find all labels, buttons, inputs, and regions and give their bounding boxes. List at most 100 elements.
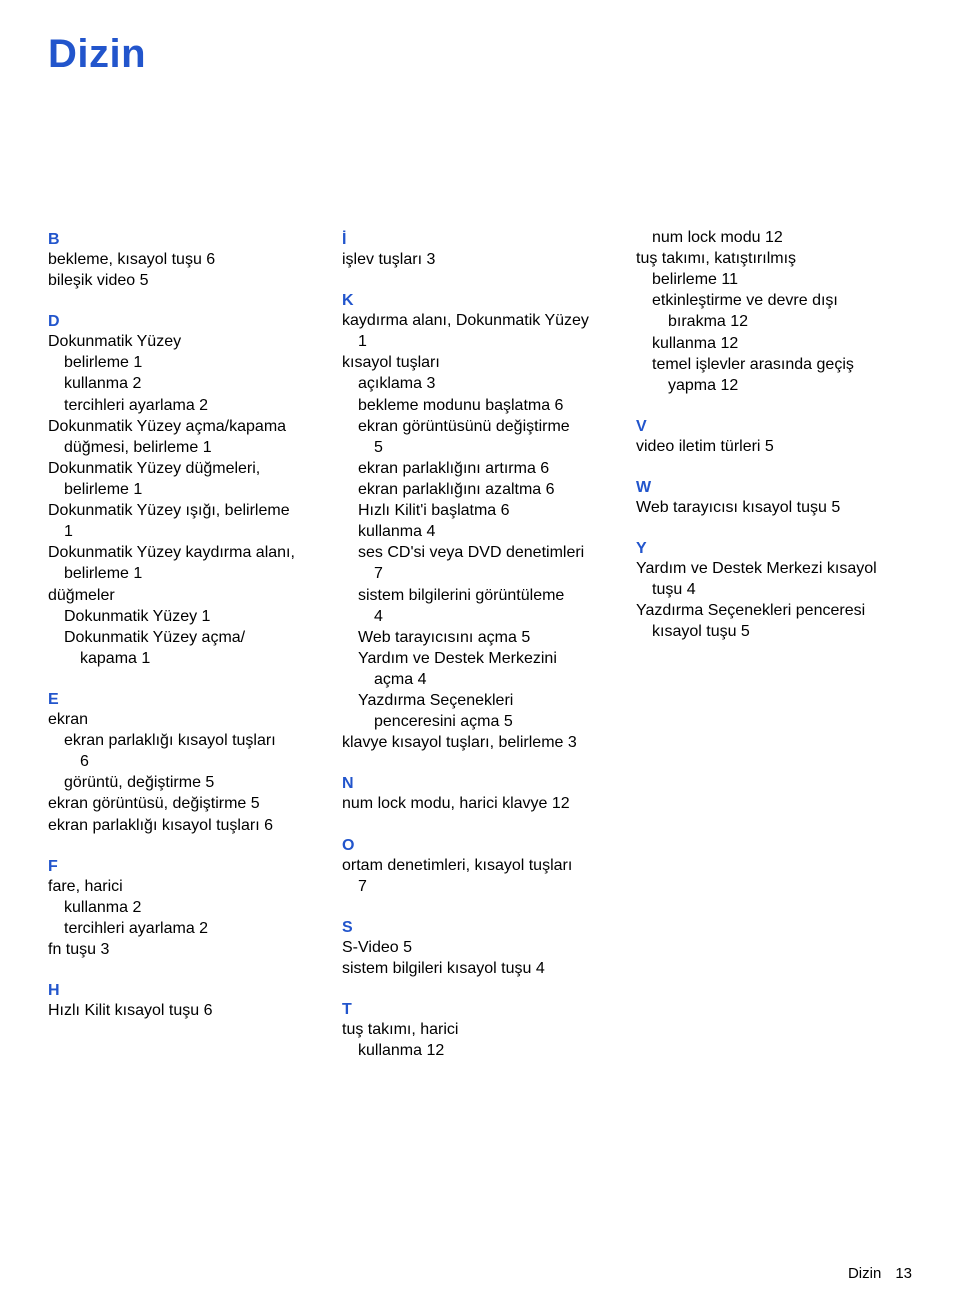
index-entry: Web tarayıcısını açma 5	[342, 627, 618, 648]
index-entry: sistem bilgilerini görüntüleme	[342, 585, 618, 606]
index-entry: belirleme 1	[48, 479, 324, 500]
spacer	[342, 979, 618, 997]
section-letter: D	[48, 313, 324, 331]
section-letter: E	[48, 691, 324, 709]
index-entry: kullanma 12	[342, 1040, 618, 1061]
index-entry: tuş takımı, harici	[342, 1019, 618, 1040]
spacer	[636, 457, 912, 475]
section-letter: B	[48, 231, 324, 249]
index-entry: ses CD'si veya DVD denetimleri	[342, 542, 618, 563]
section-letter: N	[342, 775, 618, 793]
index-entry: Dokunmatik Yüzey açma/kapama	[48, 416, 324, 437]
index-entry: penceresini açma 5	[342, 711, 618, 732]
spacer	[48, 291, 324, 309]
index-entry: ekran görüntüsü, değiştirme 5	[48, 793, 324, 814]
index-entry: Hızlı Kilit kısayol tuşu 6	[48, 1000, 324, 1021]
index-entry: Yardım ve Destek Merkezini	[342, 648, 618, 669]
index-entry: Dokunmatik Yüzey 1	[48, 606, 324, 627]
index-column-1: Bbekleme, kısayol tuşu 6bileşik video 5 D…	[48, 227, 324, 1061]
index-entry: ekran görüntüsünü değiştirme	[342, 416, 618, 437]
index-entry: ekran	[48, 709, 324, 730]
index-entry: num lock modu 12	[636, 227, 912, 248]
index-entry: num lock modu, harici klavye 12	[342, 793, 618, 814]
index-entry: tuşu 4	[636, 579, 912, 600]
spacer	[636, 518, 912, 536]
index-entry: S-Video 5	[342, 937, 618, 958]
page-title: Dizin	[48, 32, 912, 77]
index-entry: ekran parlaklığı kısayol tuşları	[48, 730, 324, 751]
index-entry: görüntü, değiştirme 5	[48, 772, 324, 793]
index-entry: açıklama 3	[342, 373, 618, 394]
index-entry: işlev tuşları 3	[342, 249, 618, 270]
section-letter: İ	[342, 231, 618, 249]
index-entry: Hızlı Kilit'i başlatma 6	[342, 500, 618, 521]
index-entry: kısayol tuşu 5	[636, 621, 912, 642]
footer-label: Dizin	[848, 1265, 881, 1282]
section-letter: K	[342, 292, 618, 310]
index-entry: temel işlevler arasında geçiş	[636, 354, 912, 375]
index-entry: düğmeler	[48, 585, 324, 606]
index-entry: fn tuşu 3	[48, 939, 324, 960]
index-entry: ortam denetimleri, kısayol tuşları	[342, 855, 618, 876]
index-entry: kaydırma alanı, Dokunmatik Yüzey	[342, 310, 618, 331]
index-entry: 7	[342, 563, 618, 584]
index-entry: bırakma 12	[636, 311, 912, 332]
index-entry: ekran parlaklığını azaltma 6	[342, 479, 618, 500]
spacer	[342, 815, 618, 833]
index-entry: etkinleştirme ve devre dışı	[636, 290, 912, 311]
spacer	[636, 396, 912, 414]
index-entry: Dokunmatik Yüzey	[48, 331, 324, 352]
index-entry: Yardım ve Destek Merkezi kısayol	[636, 558, 912, 579]
index-column-3: num lock modu 12tuş takımı, katıştırılmı…	[636, 227, 912, 1061]
spacer	[48, 836, 324, 854]
spacer	[342, 897, 618, 915]
index-entry: bekleme modunu başlatma 6	[342, 395, 618, 416]
index-entry: kısayol tuşları	[342, 352, 618, 373]
section-letter: T	[342, 1001, 618, 1019]
index-entry: Dokunmatik Yüzey kaydırma alanı,	[48, 542, 324, 563]
spacer	[48, 669, 324, 687]
index-entry: Dokunmatik Yüzey ışığı, belirleme	[48, 500, 324, 521]
index-entry: tercihleri ayarlama 2	[48, 395, 324, 416]
index-entry: Yazdırma Seçenekleri penceresi	[636, 600, 912, 621]
index-entry: belirleme 11	[636, 269, 912, 290]
section-letter: H	[48, 982, 324, 1000]
index-entry: Dokunmatik Yüzey düğmeleri,	[48, 458, 324, 479]
index-column-2: İişlev tuşları 3 Kkaydırma alanı, Dokunma…	[342, 227, 618, 1061]
index-entry: 1	[48, 521, 324, 542]
index-entry: 6	[48, 751, 324, 772]
index-entry: kullanma 2	[48, 373, 324, 394]
index-entry: fare, harici	[48, 876, 324, 897]
index-entry: belirleme 1	[48, 352, 324, 373]
index-entry: açma 4	[342, 669, 618, 690]
index-entry: video iletim türleri 5	[636, 436, 912, 457]
index-entry: yapma 12	[636, 375, 912, 396]
index-entry: 7	[342, 876, 618, 897]
footer: Dizin13	[848, 1265, 912, 1282]
index-entry: 5	[342, 437, 618, 458]
index-entry: sistem bilgileri kısayol tuşu 4	[342, 958, 618, 979]
spacer	[342, 753, 618, 771]
index-entry: bekleme, kısayol tuşu 6	[48, 249, 324, 270]
index-columns: Bbekleme, kısayol tuşu 6bileşik video 5 D…	[48, 227, 912, 1061]
section-letter: Y	[636, 540, 912, 558]
section-letter: S	[342, 919, 618, 937]
index-entry: kullanma 2	[48, 897, 324, 918]
section-letter: W	[636, 479, 912, 497]
index-entry: ekran parlaklığını artırma 6	[342, 458, 618, 479]
section-letter: F	[48, 858, 324, 876]
index-entry: kapama 1	[48, 648, 324, 669]
index-entry: kullanma 4	[342, 521, 618, 542]
index-entry: bileşik video 5	[48, 270, 324, 291]
index-entry: ekran parlaklığı kısayol tuşları 6	[48, 815, 324, 836]
index-entry: tuş takımı, katıştırılmış	[636, 248, 912, 269]
index-entry: Web tarayıcısı kısayol tuşu 5	[636, 497, 912, 518]
index-entry: klavye kısayol tuşları, belirleme 3	[342, 732, 618, 753]
index-entry: tercihleri ayarlama 2	[48, 918, 324, 939]
index-entry: Dokunmatik Yüzey açma/	[48, 627, 324, 648]
index-entry: Yazdırma Seçenekleri	[342, 690, 618, 711]
index-entry: düğmesi, belirleme 1	[48, 437, 324, 458]
section-letter: O	[342, 837, 618, 855]
index-entry: kullanma 12	[636, 333, 912, 354]
index-entry: belirleme 1	[48, 563, 324, 584]
